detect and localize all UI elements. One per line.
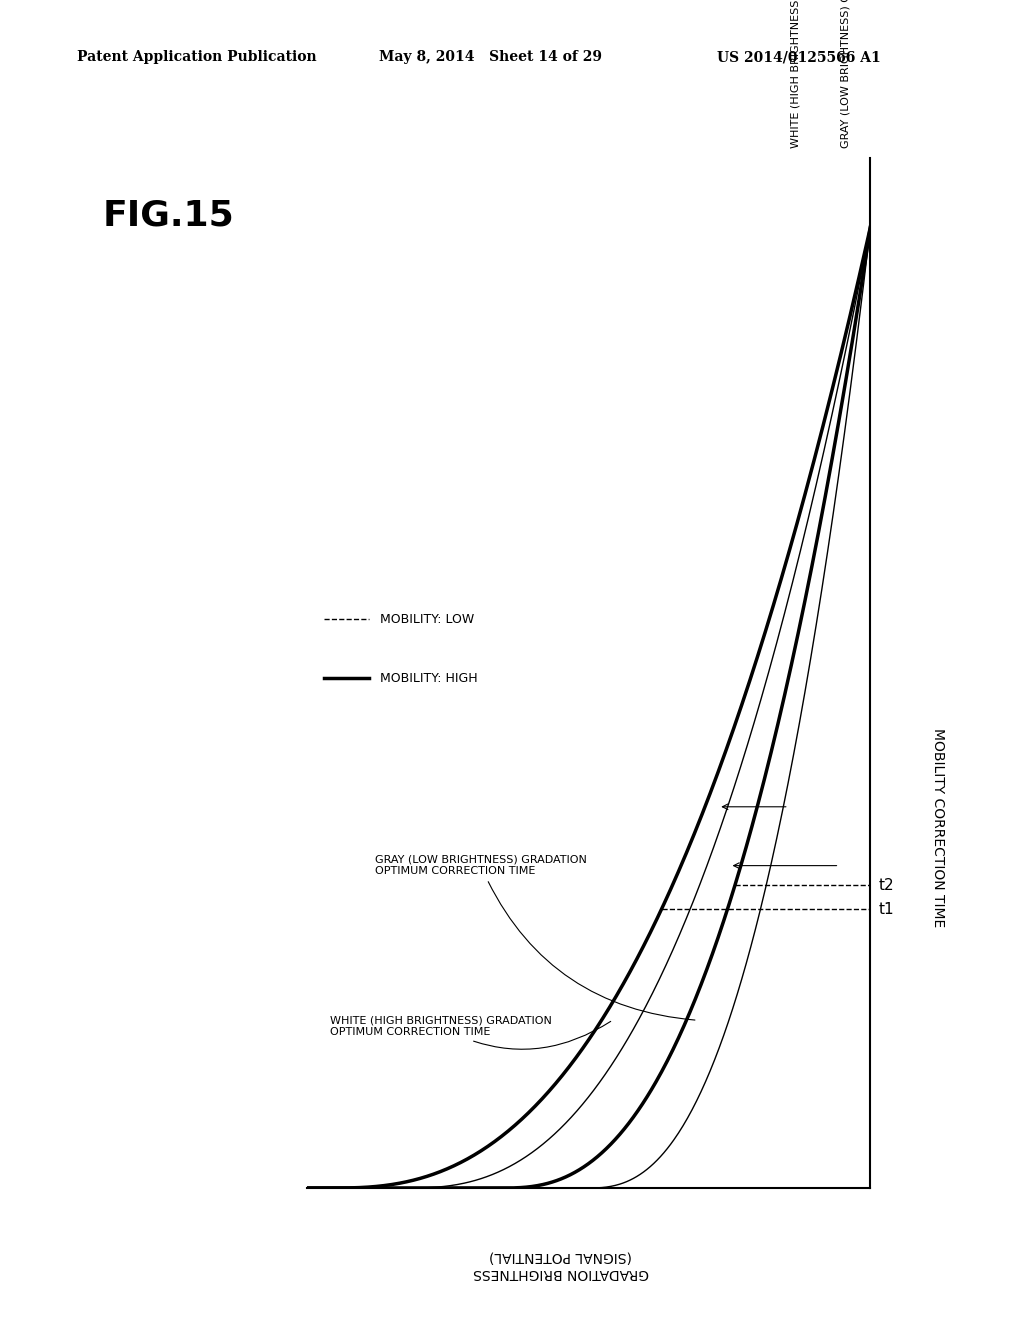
Text: Patent Application Publication: Patent Application Publication: [77, 50, 316, 65]
Text: GRAY (LOW BRIGHTNESS) GRADATION
OPTIMUM CORRECTION TIME: GRAY (LOW BRIGHTNESS) GRADATION OPTIMUM …: [375, 855, 695, 1020]
Text: WHITE (HIGH BRIGHTNESS) GRADATION: WHITE (HIGH BRIGHTNESS) GRADATION: [790, 0, 800, 148]
Text: GRAY (LOW BRIGHTNESS) GRADATION: GRAY (LOW BRIGHTNESS) GRADATION: [841, 0, 851, 148]
Text: t1: t1: [879, 902, 895, 916]
Text: May 8, 2014   Sheet 14 of 29: May 8, 2014 Sheet 14 of 29: [379, 50, 602, 65]
Text: MOBILITY CORRECTION TIME: MOBILITY CORRECTION TIME: [931, 729, 945, 927]
Text: t2: t2: [879, 878, 895, 892]
Text: WHITE (HIGH BRIGHTNESS) GRADATION
OPTIMUM CORRECTION TIME: WHITE (HIGH BRIGHTNESS) GRADATION OPTIMU…: [330, 1016, 610, 1049]
Text: MOBILITY: LOW: MOBILITY: LOW: [381, 612, 475, 626]
Text: US 2014/0125566 A1: US 2014/0125566 A1: [717, 50, 881, 65]
Text: GRADATION BRIGHTNESS
(SIGNAL POTENTIAL): GRADATION BRIGHTNESS (SIGNAL POTENTIAL): [473, 1250, 648, 1280]
Text: FIG.15: FIG.15: [102, 198, 234, 232]
Text: MOBILITY: HIGH: MOBILITY: HIGH: [381, 672, 478, 685]
